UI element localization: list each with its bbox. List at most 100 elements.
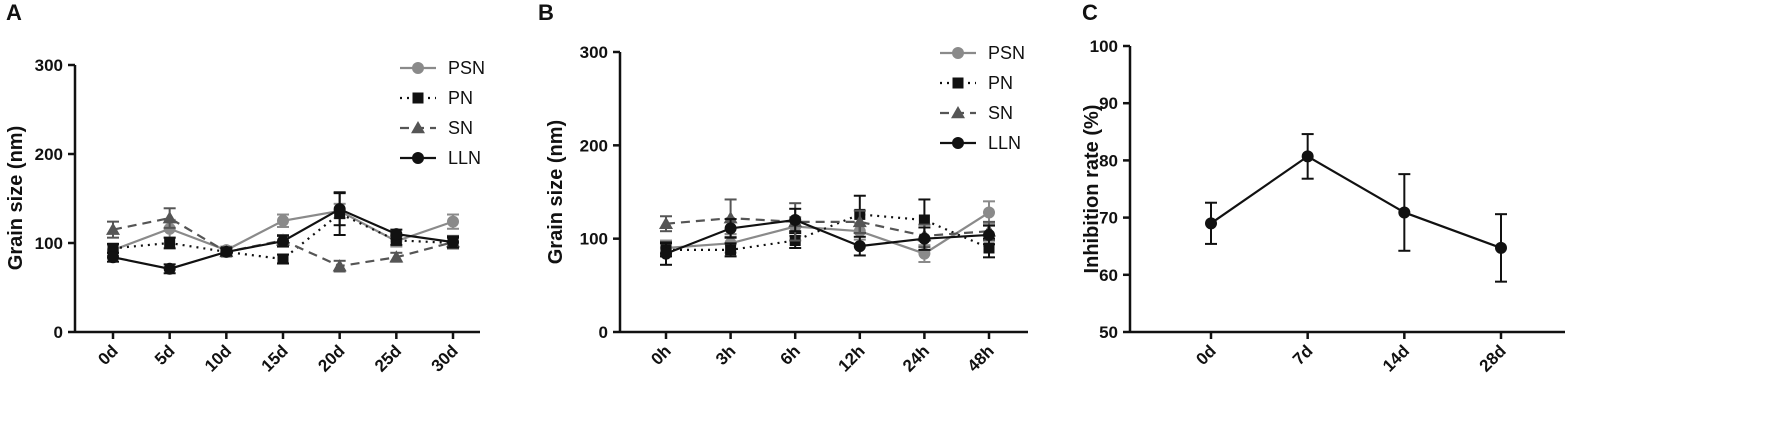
legend-marker <box>411 121 425 134</box>
x-tick-label: 0d <box>1192 341 1219 368</box>
x-tick-label: 12h <box>834 341 868 375</box>
data-point <box>447 215 459 228</box>
legend-label: PN <box>988 73 1013 93</box>
panel-a-label: A <box>6 0 22 25</box>
legend-marker <box>952 47 964 59</box>
legend-marker <box>952 137 964 149</box>
data-point <box>220 245 233 258</box>
y-tick-label: 60 <box>1099 266 1118 285</box>
data-point <box>660 247 672 260</box>
data-point <box>1398 206 1411 219</box>
x-tick-label: 0d <box>94 341 121 368</box>
y-tick-label: 100 <box>35 234 63 253</box>
data-point <box>1205 217 1217 230</box>
legend-label: PSN <box>448 58 485 78</box>
legend-label: LLN <box>448 148 481 168</box>
data-point <box>1495 241 1507 254</box>
x-tick-label: 14d <box>1379 341 1413 375</box>
y-tick-label: 300 <box>580 43 608 62</box>
series-psn <box>660 200 995 263</box>
y-tick-label: 90 <box>1099 94 1118 113</box>
data-point <box>1301 150 1314 163</box>
data-point <box>447 236 459 249</box>
x-tick-label: 5d <box>151 341 178 368</box>
series-psn <box>107 202 459 257</box>
legend-label: LLN <box>988 133 1021 153</box>
series-lln <box>107 192 459 275</box>
data-point <box>332 259 347 272</box>
legend: PSN PN SN LLN <box>940 43 1025 153</box>
data-point <box>333 203 346 216</box>
x-tick-label: 3h <box>712 341 739 368</box>
data-point <box>789 214 802 226</box>
x-tick-label: 10d <box>201 341 235 375</box>
x-tick-label: 6h <box>777 341 804 368</box>
x-tick-label: 30d <box>428 341 462 375</box>
panel-c-label: C <box>1082 0 1098 25</box>
y-tick-label: 0 <box>599 323 608 342</box>
x-tick-label: 28d <box>1476 341 1510 375</box>
y-tick-label: 0 <box>54 323 63 342</box>
legend-label: PN <box>448 88 473 108</box>
legend-marker <box>412 92 424 104</box>
legend-marker <box>951 106 965 119</box>
x-tick-label: 24h <box>899 341 933 375</box>
x-tick-label: 0h <box>647 341 674 368</box>
series-sn-line <box>665 217 990 237</box>
data-point <box>723 211 738 224</box>
series-pn <box>660 194 995 259</box>
x-tick-label: 15d <box>258 341 292 375</box>
legend-label: PSN <box>988 43 1025 63</box>
series-main-line <box>1210 155 1502 249</box>
legend-marker <box>412 152 424 164</box>
data-point <box>724 222 737 235</box>
legend-label: SN <box>988 103 1013 123</box>
data-point <box>853 240 866 253</box>
data-point <box>107 251 119 264</box>
series-lln-line <box>665 218 990 255</box>
data-point <box>164 237 176 249</box>
data-point <box>389 250 404 263</box>
y-tick-label: 80 <box>1099 151 1118 170</box>
data-point <box>163 262 176 275</box>
data-point <box>277 214 289 227</box>
data-point <box>107 242 119 254</box>
y-tick-label: 70 <box>1099 209 1118 228</box>
y-tick-label: 50 <box>1099 323 1118 342</box>
legend-marker <box>952 77 964 89</box>
panel-b: B 0 100 200 300 0h 3h 6h 12h 24h 48h Grain size (nm… <box>538 0 1028 376</box>
panel-c: C 50 60 70 80 90 100 0d 7d 14d 28d Inhibition rate … <box>1081 0 1565 376</box>
legend: PSN PN SN LLN <box>400 58 485 168</box>
y-tick-label: 100 <box>580 230 608 249</box>
data-point <box>106 222 120 235</box>
series-lln <box>660 207 995 266</box>
legend-marker <box>412 62 424 74</box>
data-point <box>918 232 931 245</box>
data-point <box>983 228 995 241</box>
data-point <box>659 216 673 229</box>
data-point <box>390 228 403 241</box>
y-tick-label: 100 <box>1090 37 1118 56</box>
y-axis-label: Inhibition rate (%) <box>1081 105 1103 274</box>
y-axis-label: Grain size (nm) <box>5 126 27 270</box>
panel-b-label: B <box>538 0 554 25</box>
data-point <box>852 214 867 228</box>
y-tick-label: 200 <box>580 136 608 155</box>
legend-label: SN <box>448 118 473 138</box>
data-point <box>277 253 289 265</box>
data-point <box>983 242 995 254</box>
x-tick-label: 7d <box>1289 341 1316 368</box>
y-axis-label: Grain size (nm) <box>545 120 567 264</box>
panel-a: A 0 100 200 300 0d 5d 10d 15d 20d 25d 30d Grain size… <box>5 0 485 376</box>
data-point <box>725 244 737 256</box>
series-psn-line <box>665 211 990 255</box>
series-main <box>1205 133 1507 283</box>
x-tick-label: 20d <box>314 341 348 375</box>
y-tick-label: 200 <box>35 145 63 164</box>
series-pn <box>107 191 459 265</box>
data-point <box>390 234 402 246</box>
y-tick-label: 300 <box>35 56 63 75</box>
x-tick-label: 48h <box>964 341 998 375</box>
data-point <box>162 211 177 224</box>
